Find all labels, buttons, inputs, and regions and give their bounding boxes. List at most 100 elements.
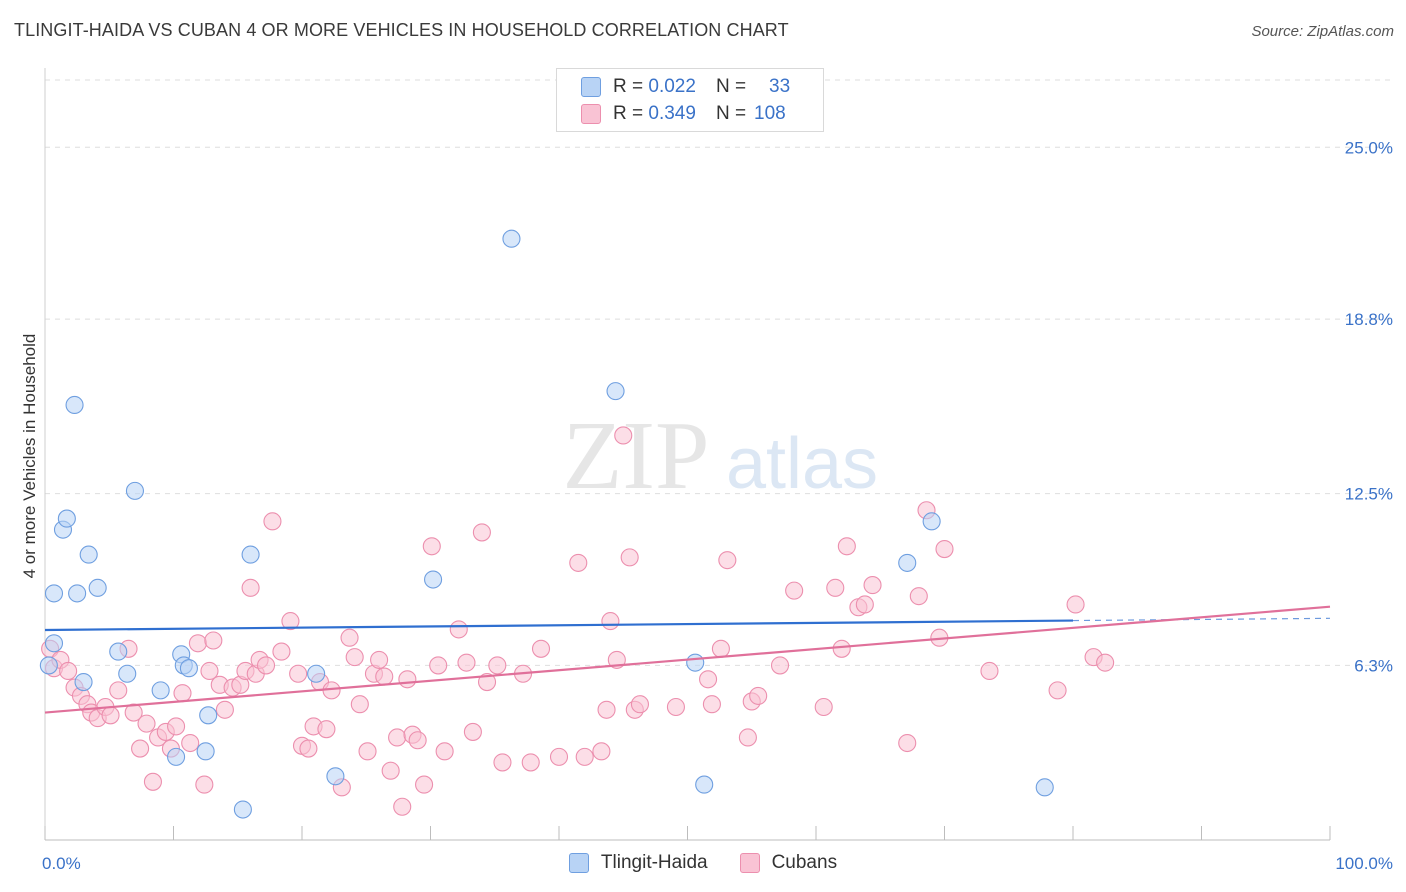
cubans-point — [785, 581, 804, 600]
legend-r-label: R = — [613, 76, 644, 97]
x-tick-labels: 0.0% 100.0% — [42, 854, 1393, 873]
cubans-point — [832, 639, 851, 658]
y-tick-label: 25.0% — [1345, 138, 1393, 157]
series-legend-label: Cubans — [771, 852, 838, 873]
cubans-point — [549, 747, 569, 766]
tlingit-haida-point — [695, 775, 714, 794]
y-tick-label: 6.3% — [1354, 656, 1393, 675]
tlingit-haida-point — [922, 512, 941, 531]
tlingit-haida-point — [118, 664, 137, 683]
cubans-point — [909, 587, 928, 606]
y-tick-label: 12.5% — [1345, 485, 1393, 504]
series-legend-swatch — [739, 853, 760, 873]
series-legend: Tlingit-Haida Cubans — [0, 852, 1406, 874]
cubans-point — [477, 673, 497, 692]
cubans-point — [1066, 595, 1085, 614]
series-cubans — [41, 426, 1115, 816]
legend-swatch-tlingit-haida — [581, 77, 601, 97]
cubans-point — [770, 656, 790, 675]
cubans-point — [601, 612, 620, 631]
cubans-point — [531, 639, 551, 658]
cubans-point — [398, 670, 417, 689]
cubans-point — [826, 578, 845, 597]
cubans-point — [167, 717, 186, 736]
cubans-point — [614, 426, 633, 445]
cubans-point — [980, 661, 999, 681]
cubans-point — [388, 728, 407, 747]
cubans-point — [463, 722, 482, 741]
cubans-point — [488, 656, 507, 675]
cubans-point — [370, 650, 389, 669]
cubans-point — [738, 728, 757, 747]
cubans-point — [137, 714, 156, 733]
tlingit-haida-point — [68, 584, 87, 603]
tlingit-haida-point — [65, 395, 84, 415]
tlingit-haida-point — [151, 681, 170, 700]
tlingit-haida-point — [502, 229, 521, 248]
tlingit-haida-point — [79, 545, 98, 564]
cubans-point — [449, 620, 468, 639]
cubans-point — [837, 537, 856, 556]
cubans-point — [358, 742, 377, 761]
cubans-point — [340, 628, 359, 647]
tlingit-haida-point — [1035, 778, 1054, 797]
cubans-point — [124, 703, 143, 722]
tlingit-haida-point — [39, 656, 58, 675]
legend-n-label: N = — [715, 76, 747, 97]
series-legend-item-tlingit-haida: Tlingit-Haida — [568, 852, 708, 874]
trend-lines — [44, 605, 1331, 714]
watermark-atlas: atlas — [726, 424, 878, 504]
cubans-point — [415, 775, 434, 794]
cubans-point — [263, 512, 282, 531]
cubans-point — [381, 761, 400, 780]
cubans-point — [299, 739, 318, 758]
cubans-point — [200, 661, 219, 681]
stats-legend: R = 0.022 N = 33 R = 0.349 N = 108 — [556, 68, 824, 132]
tlingit-haida-point — [196, 742, 215, 761]
legend-r-value: 0.349 — [648, 103, 696, 124]
cubans-point — [855, 595, 874, 614]
y-axis-label: 4 or more Vehicles in Household — [20, 333, 39, 579]
legend-n-value: 33 — [769, 76, 791, 97]
series-legend-swatch — [568, 853, 589, 873]
cubans-point — [181, 733, 200, 753]
grid-lines — [45, 79, 1392, 666]
tlingit-haida-point — [57, 509, 76, 528]
cubans-point — [699, 670, 718, 689]
axes — [44, 68, 1331, 841]
cubans-point — [256, 656, 276, 675]
cubans-point — [408, 731, 427, 750]
x-tick-label: 100.0% — [1335, 854, 1393, 873]
cubans-point — [143, 772, 162, 791]
cubans-point — [215, 700, 234, 719]
cubans-point — [101, 706, 120, 725]
tlingit-haida-point — [167, 747, 186, 766]
tlingit-haida-point — [125, 481, 144, 500]
series-legend-label: Tlingit-Haida — [600, 852, 708, 873]
tlingit-haida-point — [44, 634, 64, 653]
y-tick-labels: 6.3% 12.5% 18.8% 25.0% — [1345, 138, 1393, 675]
cubans-point — [59, 661, 78, 681]
legend-swatch-cubans — [581, 104, 601, 124]
cubans-point — [592, 742, 611, 761]
cubans-point — [188, 634, 207, 653]
tlingit-haida-point — [326, 767, 345, 786]
trend-line-cubans — [44, 605, 1331, 714]
cubans-point — [749, 686, 768, 705]
cubans-point — [195, 775, 214, 794]
tlingit-haida-point — [233, 800, 252, 819]
legend-row-tlingit-haida: R = 0.022 N = 33 — [581, 75, 790, 99]
cubans-point — [630, 695, 650, 714]
tlingit-haida-point — [898, 553, 917, 572]
cubans-point — [204, 631, 223, 650]
cubans-point — [435, 742, 454, 761]
legend-r-label: R = — [613, 103, 644, 124]
cubans-point — [472, 523, 491, 542]
cubans-point — [702, 695, 721, 714]
cubans-point — [109, 681, 128, 700]
cubans-point — [281, 612, 300, 631]
tlingit-haida-point — [109, 642, 128, 661]
cubans-point — [521, 753, 540, 772]
x-tick-label: 0.0% — [42, 854, 81, 873]
